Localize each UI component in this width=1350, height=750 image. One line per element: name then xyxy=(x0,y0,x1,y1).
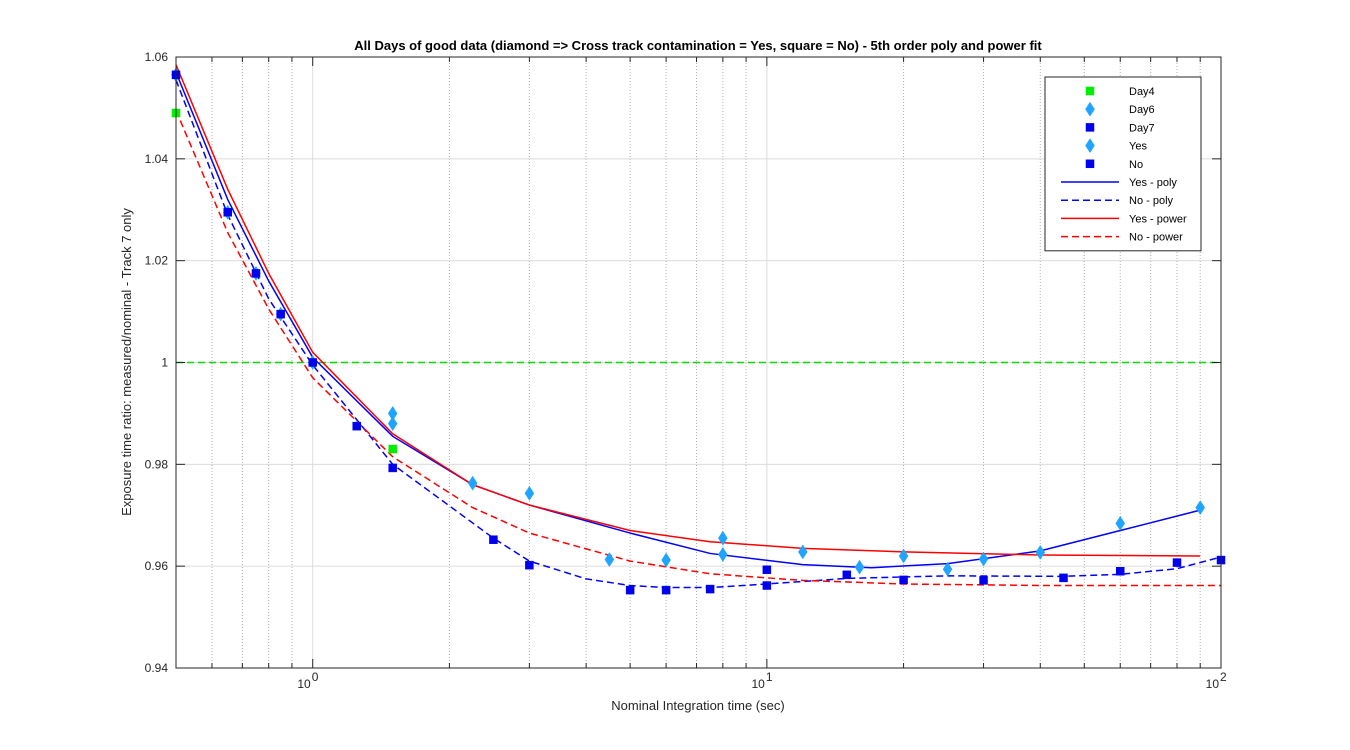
data-point-day7 xyxy=(223,208,232,217)
data-point-day6 xyxy=(1195,500,1206,516)
y-tick-label: 1.04 xyxy=(145,152,169,166)
data-point-day7 xyxy=(1115,567,1125,576)
data-point-day7 xyxy=(899,575,908,585)
x-tick-label: 10 1 xyxy=(751,670,772,691)
data-point-day7 xyxy=(661,585,671,595)
data-point-day7 xyxy=(705,584,715,594)
y-tick-labels: 0.94 0.96 0.98 1 1.02 1.04 1.06 xyxy=(145,50,169,675)
y-tick-label: 1 xyxy=(161,356,168,370)
fit-line-yes-poly xyxy=(175,71,1201,569)
data-point-day7 xyxy=(352,421,361,431)
x-tick-label-base: 10 xyxy=(1206,677,1220,691)
x-tick-label-base: 10 xyxy=(297,677,311,691)
legend-label: Day6 xyxy=(1129,104,1155,116)
data-point-day4 xyxy=(388,444,397,454)
legend-label: Yes xyxy=(1129,141,1147,153)
data-point-day6 xyxy=(387,416,398,432)
data-point-day6 xyxy=(1035,544,1046,560)
legend-entry: Day7 xyxy=(1085,122,1155,134)
data-point-day7 xyxy=(1172,558,1182,567)
data-point-day6 xyxy=(978,551,989,567)
data-point-day6 xyxy=(854,559,865,575)
data-point-day6 xyxy=(604,552,615,568)
legend-entry: Day6 xyxy=(1085,101,1155,117)
y-axis-label: Exposure time ratio: measured/nominal - … xyxy=(119,208,134,516)
data-point-day6 xyxy=(1115,515,1126,531)
y-tick-label: 0.96 xyxy=(145,559,169,573)
legend-entry: Yes - power xyxy=(1061,213,1187,225)
x-axis-label: Nominal Integration time (sec) xyxy=(611,698,784,713)
legend-label: Day4 xyxy=(1129,86,1155,98)
x-tick-label-exponent: 0 xyxy=(312,670,319,684)
x-tick-labels: 10 0 10 1 10 2 xyxy=(297,670,1227,691)
data-point-day6 xyxy=(718,530,728,546)
data-point-day6 xyxy=(524,485,535,501)
data-point-day7 xyxy=(842,570,852,580)
x-tick-label: 10 2 xyxy=(1206,670,1227,691)
data-point-day7 xyxy=(762,565,772,574)
legend-box xyxy=(1044,76,1202,252)
legend-entry: Day4 xyxy=(1085,86,1155,98)
legend-entry: No - power xyxy=(1061,232,1183,244)
legend-entry: No - poly xyxy=(1061,195,1174,207)
legend-label: Day7 xyxy=(1129,122,1155,134)
y-tick-label: 0.94 xyxy=(145,661,169,675)
data-point-day6 xyxy=(798,544,808,560)
x-tick-label: 10 0 xyxy=(297,670,318,691)
legend-label: Yes - power xyxy=(1129,213,1187,225)
legend-entry: Yes - poly xyxy=(1061,177,1177,189)
legend-entry: No xyxy=(1085,159,1143,171)
fit-line-no-poly xyxy=(175,79,1222,589)
legend-label: Yes - poly xyxy=(1129,177,1177,189)
data-point-day7 xyxy=(276,309,285,319)
y-tick-label: 1.06 xyxy=(145,50,169,64)
data-point-day6 xyxy=(718,546,728,562)
legend-swatch-day6 xyxy=(1085,101,1095,117)
x-tick-label-base: 10 xyxy=(751,677,765,691)
data-point-day6 xyxy=(467,475,478,491)
legend-label: No xyxy=(1129,159,1143,171)
legend-entry: Yes xyxy=(1085,138,1147,154)
legend-swatch-yes xyxy=(1085,138,1095,154)
data-markers-group xyxy=(171,67,1226,595)
data-point-day7 xyxy=(762,581,772,590)
x-tick-label-exponent: 1 xyxy=(766,670,773,684)
data-point-day7 xyxy=(388,463,397,473)
legend-swatch-no xyxy=(1085,159,1095,169)
data-point-day7 xyxy=(1059,573,1068,583)
data-point-day7 xyxy=(625,585,635,595)
y-tick-label: 1.02 xyxy=(145,254,169,268)
legend-swatch-day7 xyxy=(1085,123,1095,132)
x-tick-label-exponent: 2 xyxy=(1220,670,1227,684)
y-tick-label: 0.98 xyxy=(145,457,169,471)
data-point-day7 xyxy=(489,535,498,544)
data-point-day6 xyxy=(898,548,909,564)
legend-swatch-day4 xyxy=(1085,86,1095,96)
legend-label: No - power xyxy=(1129,232,1183,244)
data-point-day7 xyxy=(979,576,988,585)
axis-ticks-group xyxy=(175,56,1222,669)
data-point-day7 xyxy=(308,358,317,367)
data-point-day6 xyxy=(942,561,953,577)
data-point-day6 xyxy=(661,552,671,568)
data-point-day7 xyxy=(251,269,261,278)
legend-label: No - poly xyxy=(1129,195,1174,207)
chart-title: All Days of good data (diamond => Cross … xyxy=(354,38,1042,53)
data-point-day7 xyxy=(525,560,534,570)
legend: Day4 Day6 Day7 Yes No Yes - poly No - poly Yes … xyxy=(1044,76,1202,252)
